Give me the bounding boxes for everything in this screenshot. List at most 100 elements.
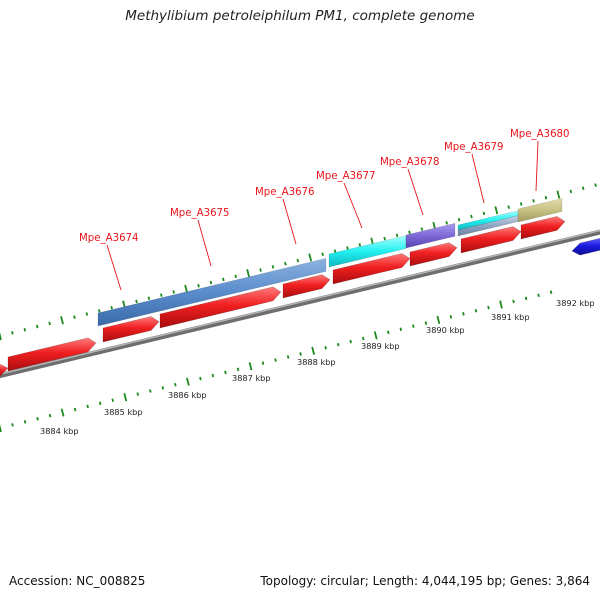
- upper-tick: [246, 269, 251, 278]
- cds-arrow[interactable]: [159, 286, 282, 329]
- lower-tick: [36, 416, 39, 421]
- lower-tick: [449, 315, 453, 319]
- upper-tick: [11, 331, 14, 335]
- lower-tick: [311, 346, 315, 355]
- upper-tick: [60, 316, 64, 325]
- cds-arrow[interactable]: [520, 216, 566, 240]
- upper-tick: [97, 309, 101, 313]
- kbp-label: 3884 kbp: [40, 426, 79, 436]
- lower-tick: [373, 331, 378, 340]
- gene-label-Mpe_A3674[interactable]: Mpe_A3674: [79, 233, 139, 244]
- lower-tick: [537, 293, 540, 298]
- upper-tick: [0, 332, 2, 341]
- upper-tick: [494, 206, 499, 215]
- lower-tick: [549, 290, 553, 294]
- gene-Mpe_A3680-band[interactable]: [517, 198, 563, 223]
- lower-tick: [387, 330, 390, 335]
- gene-label-Mpe_A3675[interactable]: Mpe_A3675: [170, 208, 230, 219]
- lower-tick: [111, 398, 114, 402]
- lower-tick: [512, 299, 515, 304]
- kbp-label: 3890 kbp: [426, 325, 465, 335]
- upper-tick: [507, 205, 510, 209]
- gene-leader-line: [535, 140, 539, 192]
- lower-tick: [324, 345, 327, 350]
- upper-tick: [172, 290, 175, 294]
- lower-tick: [199, 376, 202, 381]
- upper-tick: [408, 230, 411, 235]
- gene-Mpe_A3678-band[interactable]: [405, 222, 456, 249]
- cds-arrow-minus[interactable]: [571, 237, 600, 256]
- kbp-label: 3892 kbp: [556, 298, 595, 308]
- cds-arrow[interactable]: [0, 363, 9, 378]
- upper-tick: [296, 258, 300, 263]
- genome-backbone-highlight: [0, 229, 600, 375]
- upper-tick: [321, 252, 324, 257]
- cds-arrow[interactable]: [7, 337, 97, 372]
- upper-tick: [308, 253, 313, 262]
- cds-arrow[interactable]: [102, 316, 160, 343]
- upper-tick: [457, 217, 461, 222]
- kbp-label: 3885 kbp: [104, 407, 143, 417]
- kbp-label: 3889 kbp: [361, 341, 400, 351]
- upper-tick: [135, 299, 138, 304]
- lower-tick: [487, 305, 490, 310]
- upper-tick: [209, 280, 213, 285]
- upper-tick: [259, 268, 262, 272]
- tick-marks: [0, 183, 597, 433]
- upper-tick: [284, 261, 287, 266]
- cds-arrow[interactable]: [409, 242, 458, 267]
- lower-tick: [23, 420, 27, 424]
- upper-tick: [556, 190, 561, 199]
- lower-tick: [349, 339, 352, 344]
- lower-tick: [174, 383, 177, 387]
- gene-label-Mpe_A3677[interactable]: Mpe_A3677: [316, 171, 376, 182]
- lower-tick: [0, 424, 2, 433]
- upper-tick: [48, 321, 51, 326]
- lower-tick: [186, 377, 190, 386]
- lower-tick: [11, 423, 14, 427]
- upper-tick: [110, 305, 113, 310]
- cds-arrow[interactable]: [332, 253, 411, 285]
- accession-text: Accession: NC_008825: [9, 574, 146, 588]
- gene-label-Mpe_A3680[interactable]: Mpe_A3680: [510, 129, 570, 140]
- cds-arrow[interactable]: [282, 274, 331, 299]
- lower-tick: [399, 327, 403, 331]
- upper-tick: [358, 243, 362, 247]
- cds-arrow[interactable]: [460, 226, 522, 254]
- upper-tick: [482, 211, 486, 216]
- upper-tick: [73, 315, 76, 319]
- gene-label-Mpe_A3679[interactable]: Mpe_A3679: [444, 142, 504, 153]
- lower-tick: [361, 336, 365, 341]
- kbp-label: 3891 kbp: [491, 312, 530, 322]
- upper-tick: [184, 284, 188, 293]
- gene-label-Mpe_A3678[interactable]: Mpe_A3678: [380, 157, 440, 168]
- upper-tick: [581, 186, 585, 191]
- kbp-label: 3886 kbp: [168, 390, 207, 400]
- lower-tick: [236, 367, 240, 372]
- gene-leader-line: [343, 182, 363, 229]
- lower-tick: [60, 408, 65, 417]
- map-title: Methylibium petroleiphilum PM1, complete…: [125, 8, 475, 24]
- gene-leader-line: [106, 244, 122, 291]
- upper-tick: [35, 324, 39, 329]
- gene-leader-line: [282, 198, 297, 245]
- lower-tick: [462, 312, 465, 316]
- upper-tick: [470, 214, 473, 219]
- lower-tick: [436, 315, 441, 325]
- gene-Mpe_A3674-3676-band[interactable]: [97, 258, 327, 327]
- lower-tick: [149, 389, 152, 393]
- lower-tick: [48, 413, 52, 418]
- lower-tick: [524, 296, 528, 301]
- upper-tick: [234, 274, 238, 279]
- kbp-label: 3887 kbp: [232, 373, 271, 383]
- lower-tick: [86, 404, 89, 409]
- kbp-label: 3888 kbp: [297, 357, 336, 367]
- gene-label-Mpe_A3676[interactable]: Mpe_A3676: [255, 187, 315, 198]
- upper-tick: [445, 221, 448, 225]
- upper-tick: [23, 327, 27, 332]
- genome-backbone: [0, 229, 600, 379]
- gene-leader-line: [197, 219, 212, 267]
- lower-tick: [474, 308, 478, 313]
